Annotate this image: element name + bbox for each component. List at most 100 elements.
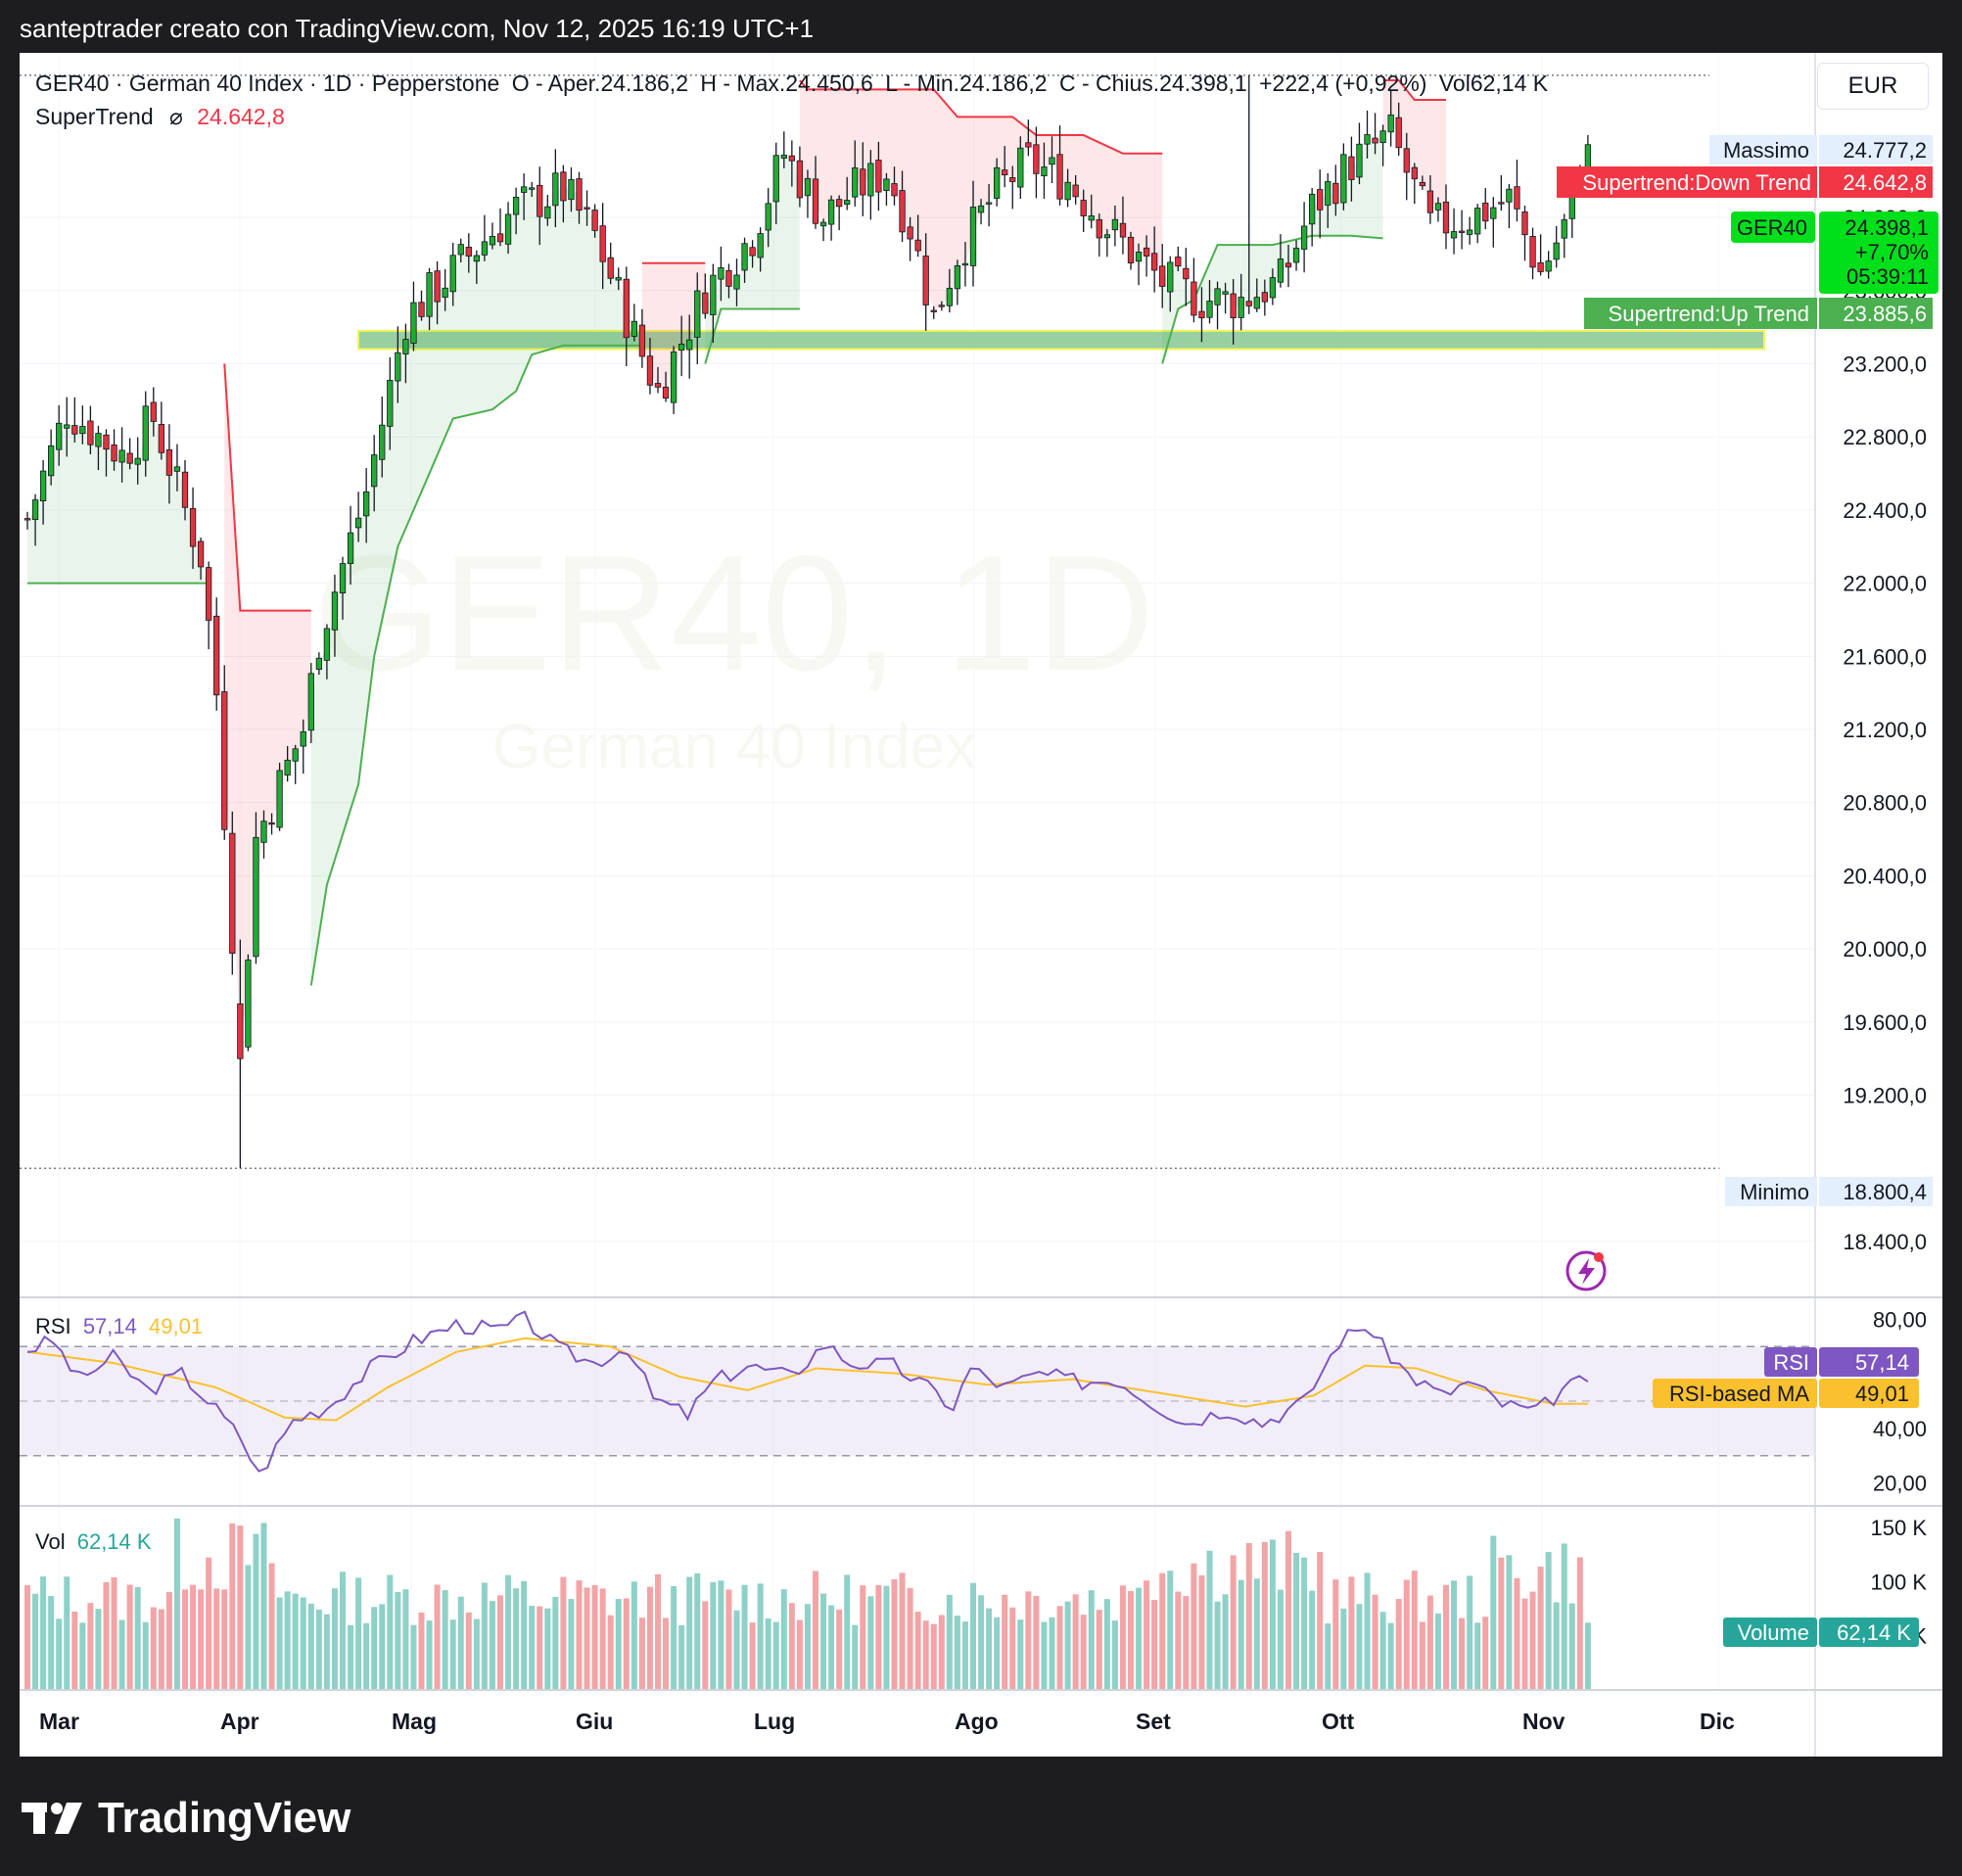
candle-body (1096, 218, 1102, 239)
volume-bar (646, 1586, 653, 1690)
volume-bar (410, 1624, 417, 1690)
volume-bar (1490, 1535, 1497, 1690)
volume-tick-label: 100 K (1871, 1570, 1928, 1594)
candle-body (670, 352, 677, 403)
supertrend-line-down (799, 79, 1163, 155)
candle-body (410, 302, 417, 344)
volume-bar (489, 1601, 495, 1690)
legend-high: H - Max.24.450,6 (700, 70, 873, 96)
candle-body (1325, 181, 1331, 206)
candle-body (245, 960, 252, 1048)
candle-body (1206, 301, 1213, 318)
candle-body (1529, 236, 1536, 268)
tradingview-logo[interactable]: TradingView (22, 1794, 350, 1843)
volume-bar (1411, 1571, 1418, 1690)
supertrend-fill-down (641, 262, 706, 394)
candle-body (836, 199, 843, 208)
volume-bar (1128, 1591, 1134, 1690)
candle-body (607, 257, 614, 279)
volume-bar (473, 1618, 480, 1690)
volume-bar (694, 1572, 701, 1690)
volume-bar (560, 1576, 567, 1690)
candle-body (733, 274, 740, 290)
chart-canvas[interactable]: GER40, 1D German 40 Index 24.000,023.600… (20, 53, 1942, 1757)
candle-body (1317, 189, 1324, 211)
volume-bar (48, 1596, 55, 1690)
volume-bar (749, 1622, 756, 1690)
price-tick-label: 23.200,0 (1843, 352, 1927, 377)
candle-body (323, 628, 331, 661)
volume-bar (938, 1615, 945, 1690)
volume-bar (355, 1577, 362, 1690)
candle-body (1198, 310, 1205, 319)
volume-bar (655, 1573, 661, 1690)
candle-body (1300, 225, 1308, 250)
candle-body (1230, 293, 1237, 318)
candle-body (1127, 236, 1135, 263)
candle-body (1490, 207, 1497, 219)
rsi-ma-tag-value: 49,01 (1855, 1382, 1909, 1406)
min-label-text: Minimo (1740, 1180, 1809, 1204)
hidden-eye-icon[interactable]: ⌀ (169, 104, 183, 129)
volume-bar (418, 1612, 425, 1690)
rsi-legend-label[interactable]: RSI (35, 1314, 71, 1338)
min-price-label: Minimo 18.800,4 (1725, 1177, 1933, 1206)
volume-bar (64, 1576, 70, 1690)
candle-body (1482, 202, 1489, 222)
price-pane[interactable] (23, 74, 1765, 1169)
volume-legend-label[interactable]: Vol (35, 1529, 66, 1554)
candle-body (623, 278, 630, 339)
volume-bar (363, 1622, 370, 1690)
price-tick-label: 20.000,0 (1843, 937, 1927, 961)
volume-bar (568, 1599, 575, 1690)
volume-bar (1285, 1530, 1291, 1690)
legend-symbol[interactable]: GER40 · German 40 Index · 1D · Peppersto… (35, 70, 500, 96)
candle-body (568, 178, 575, 201)
volume-bar (907, 1587, 913, 1690)
volume-bar (1261, 1541, 1268, 1690)
volume-bar (173, 1518, 180, 1690)
candle-body (395, 352, 401, 382)
volume-bar (1025, 1591, 1032, 1690)
price-tick-label: 21.600,0 (1843, 644, 1927, 669)
volume-bar (1434, 1613, 1441, 1690)
volume-bar (348, 1624, 354, 1690)
volume-bar (860, 1585, 866, 1690)
candle-body (418, 302, 425, 317)
candle-body (1167, 261, 1174, 293)
volume-bar (307, 1603, 314, 1690)
volume-pane[interactable] (24, 1518, 1591, 1690)
lightning-alert-icon[interactable] (1565, 1250, 1607, 1291)
candle-body (899, 190, 906, 233)
candle-body (276, 770, 283, 828)
indicator-name[interactable]: SuperTrend (35, 104, 154, 129)
volume-bar (994, 1617, 1001, 1690)
candle-body (749, 247, 756, 257)
supertrend-fill-down (799, 80, 1163, 311)
volume-bar (1419, 1621, 1425, 1690)
watermark-description: German 40 Index (492, 711, 977, 781)
volume-bar (1364, 1572, 1371, 1690)
candle-body (134, 457, 141, 465)
rsi-pane[interactable] (20, 1310, 1815, 1473)
candle-body (772, 155, 779, 203)
candle-body (64, 424, 70, 429)
candle-body (173, 466, 181, 472)
candle-body (118, 449, 125, 463)
volume-bar (1325, 1623, 1331, 1690)
candle-body (347, 532, 354, 564)
candle-body (788, 155, 795, 162)
volume-bar (253, 1533, 259, 1690)
volume-bar (788, 1603, 795, 1690)
candle-body (307, 673, 314, 731)
candle-body (1269, 277, 1277, 299)
rsi-legend: RSI 57,14 49,01 (35, 1314, 209, 1339)
chart-frame[interactable]: GER40, 1D German 40 Index 24.000,023.600… (20, 53, 1942, 1757)
candle-body (362, 491, 370, 517)
volume-bar (1269, 1539, 1276, 1690)
candle-body (1238, 297, 1244, 318)
currency-selector[interactable]: EUR (1817, 63, 1929, 110)
volume-bar (1356, 1604, 1363, 1690)
candle-body (1253, 297, 1260, 309)
candle-body (1498, 202, 1505, 205)
